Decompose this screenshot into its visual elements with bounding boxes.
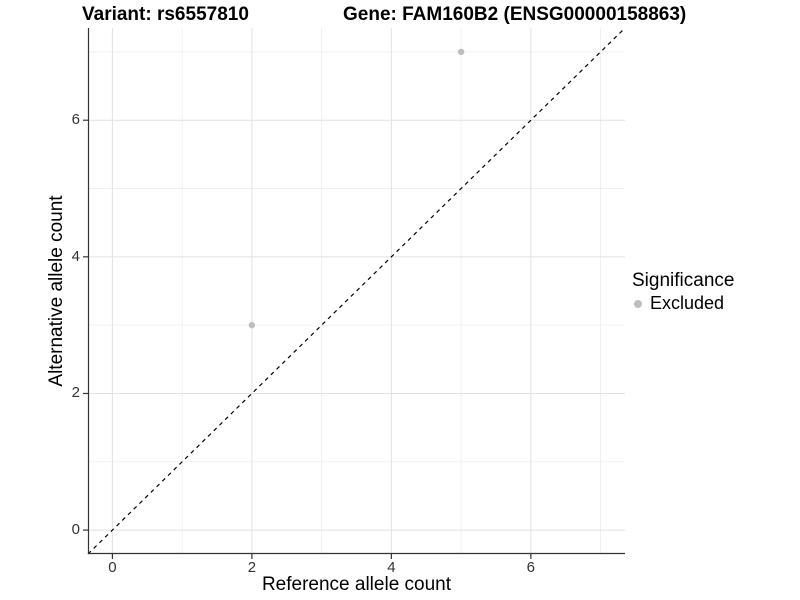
plot-title-gene: Gene: FAM160B2 (ENSG00000158863) <box>343 4 687 25</box>
data-point <box>248 321 256 329</box>
x-tick-label: 0 <box>108 559 117 576</box>
legend-title: Significance <box>632 270 735 291</box>
data-point <box>457 48 465 56</box>
legend: Significance Excluded <box>632 270 734 314</box>
x-tick-label: 4 <box>387 559 396 576</box>
legend-item: Excluded <box>632 293 734 314</box>
legend-item-label: Excluded <box>650 293 725 313</box>
x-tick-label: 6 <box>526 559 536 576</box>
y-tick-label: 2 <box>71 384 80 402</box>
y-axis-label: Alternative allele count <box>46 195 67 387</box>
identity-line <box>87 27 626 555</box>
plot-panel <box>83 27 626 559</box>
legend-point-icon <box>634 299 642 308</box>
y-tick-label: 0 <box>71 521 80 539</box>
y-tick-label: 6 <box>71 111 80 129</box>
x-axis-label: Reference allele count <box>261 574 452 595</box>
y-tick-label: 4 <box>71 247 80 265</box>
x-tick-label: 2 <box>247 559 257 576</box>
plot-title-variant: Variant: rs6557810 <box>82 4 249 25</box>
